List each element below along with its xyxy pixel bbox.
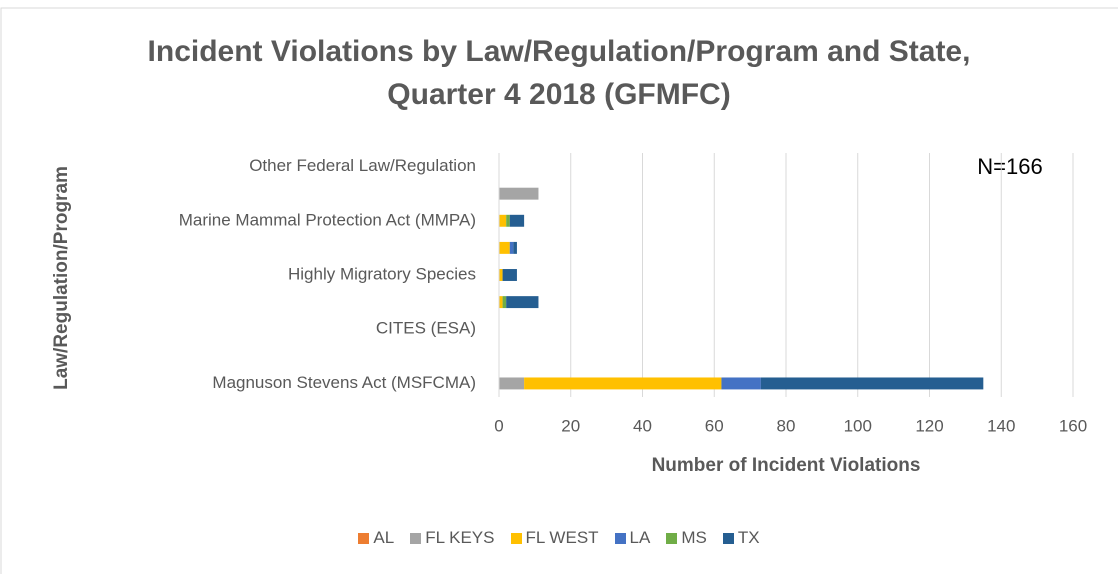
x-axis-title: Number of Incident Violations (652, 455, 921, 476)
legend-item: FL WEST (510, 528, 599, 548)
x-tick-label: 100 (844, 416, 872, 435)
bar-segment (509, 214, 525, 227)
legend-item: TX (722, 528, 760, 548)
y-tick-label: CITES (ESA) (376, 319, 476, 338)
bar-segment (499, 214, 507, 227)
legend-label: TX (737, 528, 760, 547)
y-tick-label: Highly Migratory Species (288, 264, 476, 283)
x-tick-label: 40 (633, 416, 652, 435)
legend-label: FL WEST (525, 528, 599, 547)
y-tick-label: Other Federal Law/Regulation (249, 156, 476, 175)
x-tick-label: 60 (705, 416, 724, 435)
y-tick-label: Magnuson Stevens Act (MSFCMA) (212, 373, 476, 392)
legend-label: AL (373, 528, 395, 547)
x-tick-label: 140 (987, 416, 1015, 435)
y-tick-label: Marine Mammal Protection Act (MMPA) (179, 210, 476, 229)
annotation: N=166 (977, 154, 1042, 179)
bar-segment (524, 377, 722, 390)
bar-segment (760, 377, 984, 390)
legend-label: LA (629, 528, 651, 547)
legend: AL FL KEYS FL WEST LA MS TX (0, 528, 1118, 548)
legend-item: LA (614, 528, 651, 548)
legend-item: FL KEYS (410, 528, 495, 548)
bar-segment (502, 296, 507, 309)
legend-swatch (410, 532, 422, 544)
bar-segment (499, 241, 510, 254)
legend-swatch (666, 532, 678, 544)
legend-swatch (358, 532, 370, 544)
legend-swatch (510, 532, 522, 544)
x-tick-label: 20 (561, 416, 580, 435)
x-tick-label: 80 (777, 416, 796, 435)
x-tick-label: 0 (494, 416, 503, 435)
bar-segment (721, 377, 761, 390)
bar-segment (499, 269, 503, 281)
bar-segment (499, 377, 525, 390)
chart-title: Incident Violations by Law/Regulation/Pr… (147, 35, 971, 111)
bar-segment (502, 269, 517, 281)
legend-label: FL KEYS (425, 528, 495, 547)
legend-swatch (722, 532, 734, 544)
legend-item: MS (666, 528, 707, 548)
x-tick-label: 160 (1059, 416, 1087, 435)
bar-segment (506, 296, 539, 309)
bar-segment (509, 241, 514, 254)
bar-segment (499, 187, 539, 200)
y-axis-title: Law/Regulation/Program (51, 166, 72, 390)
bar-segment (513, 241, 517, 254)
chart-border (0, 7, 1118, 574)
legend-label: MS (681, 528, 707, 547)
legend-swatch (614, 532, 626, 544)
x-tick-label: 120 (915, 416, 943, 435)
bar-segment (499, 296, 503, 309)
bar-segment (506, 214, 510, 227)
legend-item: AL (358, 528, 394, 548)
